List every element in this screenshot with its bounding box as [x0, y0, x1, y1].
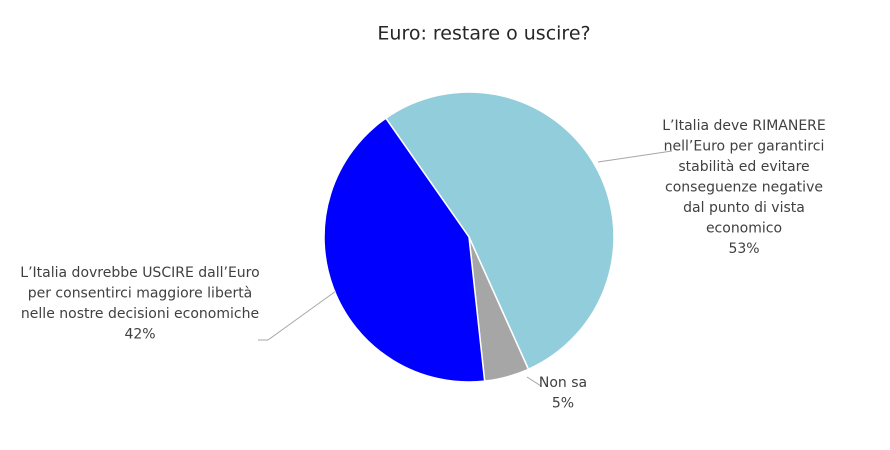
slice-label: L’Italia dovrebbe USCIRE dall’Euro — [20, 265, 259, 281]
slice-label: per consentirci maggiore libertà — [28, 286, 253, 302]
pie-slice — [384, 91, 615, 371]
slice-label: nelle nostre decisioni economiche — [21, 306, 259, 322]
leader-line — [267, 290, 337, 341]
leader-line — [526, 376, 542, 387]
slice-label: conseguenze negative — [665, 180, 823, 196]
slice-label: nell’Euro per garantirci — [664, 139, 825, 155]
slice-label: stabilità ed evitare — [678, 159, 809, 175]
value-label: 53% — [728, 241, 759, 257]
slice-label: Non sa — [539, 375, 587, 391]
chart-title: Euro: restare o uscire? — [377, 23, 590, 45]
leader-line — [597, 150, 673, 163]
slice-label: economico — [706, 221, 782, 237]
value-label: 5% — [552, 396, 574, 412]
slice-label: dal punto di vista — [683, 200, 805, 216]
pie — [323, 91, 615, 383]
value-label: 42% — [124, 327, 155, 343]
slice-label: L’Italia deve RIMANERE — [662, 118, 826, 134]
pie-slice — [323, 117, 486, 383]
